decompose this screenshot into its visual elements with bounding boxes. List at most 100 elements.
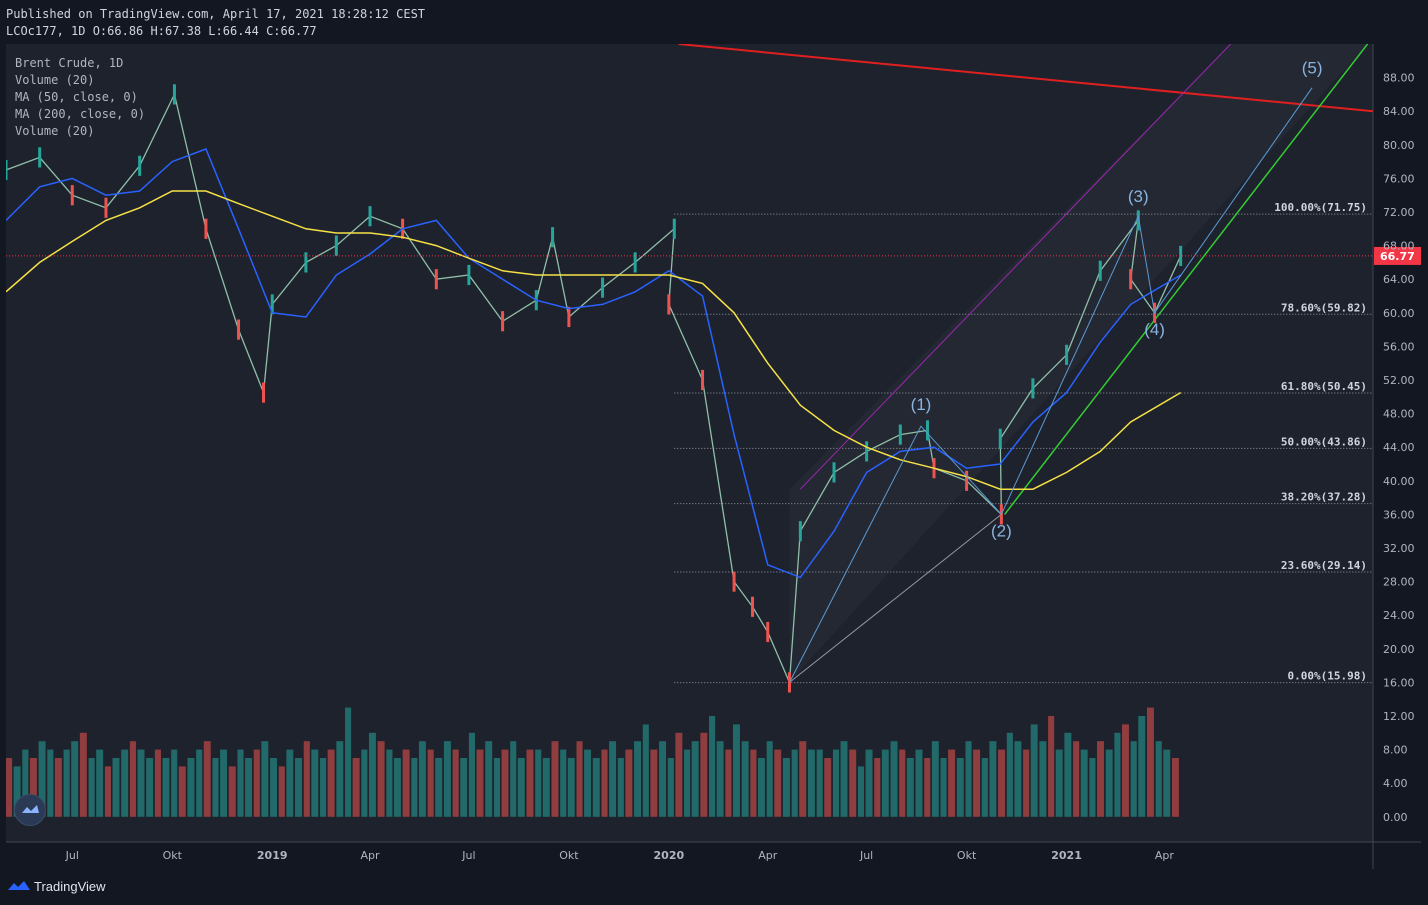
volume-bar	[146, 758, 154, 817]
elliott-wave-path	[789, 87, 1313, 683]
time-tick-label: 2021	[1051, 849, 1082, 862]
volume-bar	[485, 741, 493, 817]
volume-bar	[129, 741, 136, 817]
time-tick-label: Apr	[758, 849, 778, 862]
chart-svg: 100.00%(71.75) 78.60%(59.82) 61.80%(50.45)…	[6, 44, 1421, 869]
volume-bar	[435, 758, 443, 817]
fib-label: 38.20%(37.28)	[1281, 491, 1367, 504]
volume-bar	[253, 749, 260, 817]
time-tick-label: 2020	[654, 849, 685, 862]
price-candle	[1179, 245, 1183, 267]
volume-bar	[393, 758, 401, 817]
volume-bar	[220, 749, 228, 817]
price-candle	[262, 382, 266, 403]
price-candle	[865, 441, 869, 462]
volume-bar	[203, 741, 211, 817]
price-candle	[798, 521, 802, 542]
volume-bar	[584, 749, 592, 817]
volume-bar	[261, 741, 269, 817]
legend-item-volume-2[interactable]: Volume (20)	[15, 124, 95, 138]
wave-label: (5)	[1302, 59, 1323, 78]
volume-bar	[79, 732, 87, 817]
legend-item-ma50[interactable]: MA (50, close, 0)	[15, 90, 138, 104]
volume-bar	[691, 741, 699, 817]
volume-bar	[1121, 724, 1129, 817]
volume-bar	[732, 724, 740, 817]
volume-bar	[286, 749, 294, 817]
volume-bar	[1138, 716, 1146, 817]
volume-bar	[88, 758, 95, 817]
volume-bar	[965, 741, 972, 817]
volume-bar	[121, 749, 129, 817]
volume-bar	[989, 741, 997, 817]
volume-bar	[493, 758, 500, 817]
volume-bar	[1171, 758, 1179, 817]
tradingview-badge-icon[interactable]	[14, 794, 46, 826]
price-candle	[172, 84, 176, 105]
volume-bar	[899, 749, 906, 817]
price-tick-label: 68.00	[1383, 240, 1415, 253]
legend-item-volume[interactable]: Volume (20)	[15, 73, 95, 87]
volume-bar	[650, 749, 658, 817]
volume-bar	[750, 749, 757, 817]
volume-bar	[1089, 758, 1096, 817]
volume-bar	[178, 766, 186, 817]
price-candle	[1136, 210, 1140, 231]
volume-bar	[510, 741, 517, 817]
header: Published on TradingView.com, April 17, …	[0, 0, 1428, 44]
volume-bar	[386, 749, 393, 817]
volume-bar	[452, 749, 459, 817]
volume-bar	[1014, 741, 1022, 817]
volume-bar	[237, 749, 244, 817]
volume-bar	[774, 749, 782, 817]
chart-frame[interactable]: 100.00%(71.75) 78.60%(59.82) 61.80%(50.45)…	[6, 44, 1421, 869]
price-candle	[467, 264, 471, 286]
volume-bar	[311, 749, 319, 817]
legend-item-ma200[interactable]: MA (200, close, 0)	[15, 107, 146, 121]
price-candle	[701, 369, 705, 391]
wave-label: (4)	[1144, 320, 1165, 339]
volume-bar	[634, 741, 642, 817]
published-info: Published on TradingView.com, April 17, …	[6, 7, 426, 21]
volume-bar	[270, 758, 278, 817]
volume-bar	[443, 741, 451, 817]
volume-bar	[29, 758, 37, 817]
volume-bar	[601, 749, 608, 817]
price-tick-label: 28.00	[1383, 576, 1415, 589]
price-axis-panel	[1373, 44, 1421, 869]
green-trendline	[1004, 44, 1369, 515]
price-candle	[138, 155, 142, 176]
brand-name[interactable]: TradingView	[34, 879, 106, 894]
price-tick-label: 44.00	[1383, 441, 1415, 454]
volume-bar	[196, 749, 203, 817]
volume-bar	[47, 749, 54, 817]
time-axis-panel	[6, 842, 1373, 869]
price-tick-label: 4.00	[1383, 777, 1408, 790]
price-tick-label: 64.00	[1383, 273, 1415, 286]
fib-label: 0.00%(15.98)	[1288, 670, 1367, 683]
price-tick-label: 0.00	[1383, 811, 1408, 824]
chart-legend: Brent Crude, 1D Volume (20) MA (50, clos…	[15, 55, 145, 140]
volume-bar	[352, 758, 360, 817]
volume-bar	[96, 749, 104, 817]
purple-channel-line	[799, 44, 1232, 490]
price-tick-label: 48.00	[1383, 408, 1415, 421]
volume-bar	[1105, 749, 1113, 817]
time-tick-label: Apr	[1155, 849, 1175, 862]
volume-bar	[418, 741, 426, 817]
volume-bar	[816, 749, 823, 817]
time-tick-label: Jul	[859, 849, 873, 862]
volume-bar	[517, 758, 525, 817]
volume-bar	[1030, 724, 1038, 817]
legend-item-symbol[interactable]: Brent Crude, 1D	[15, 56, 124, 70]
price-tick-label: 8.00	[1383, 744, 1408, 757]
volume-bar	[526, 749, 534, 817]
volume-bar	[104, 766, 111, 817]
volume-bar	[22, 749, 29, 817]
price-tick-label: 56.00	[1383, 340, 1415, 353]
price-candle	[898, 424, 902, 445]
price-candle	[766, 621, 770, 643]
volume-bar	[924, 758, 931, 817]
volume-bar	[377, 741, 385, 817]
volume-bar	[684, 749, 691, 817]
